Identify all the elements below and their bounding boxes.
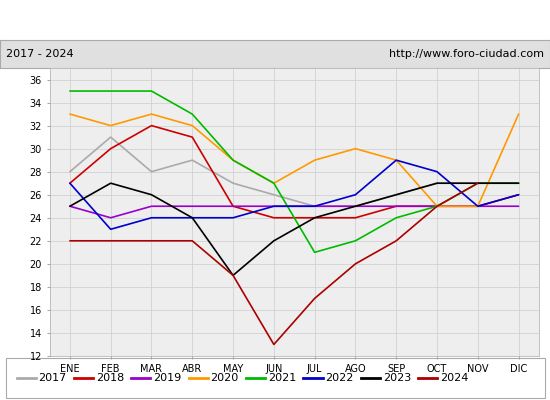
Text: 2022: 2022 [325, 373, 354, 383]
Text: 2023: 2023 [383, 373, 411, 383]
Text: 2021: 2021 [268, 373, 296, 383]
Text: Evolucion del paro registrado en Villaescusa de Haro: Evolucion del paro registrado en Villaes… [73, 12, 477, 28]
Text: 2018: 2018 [96, 373, 124, 383]
Text: 2020: 2020 [211, 373, 239, 383]
Text: 2017 - 2024: 2017 - 2024 [6, 49, 73, 59]
Text: 2019: 2019 [153, 373, 182, 383]
Text: 2024: 2024 [440, 373, 469, 383]
Text: 2017: 2017 [39, 373, 67, 383]
Text: http://www.foro-ciudad.com: http://www.foro-ciudad.com [389, 49, 544, 59]
